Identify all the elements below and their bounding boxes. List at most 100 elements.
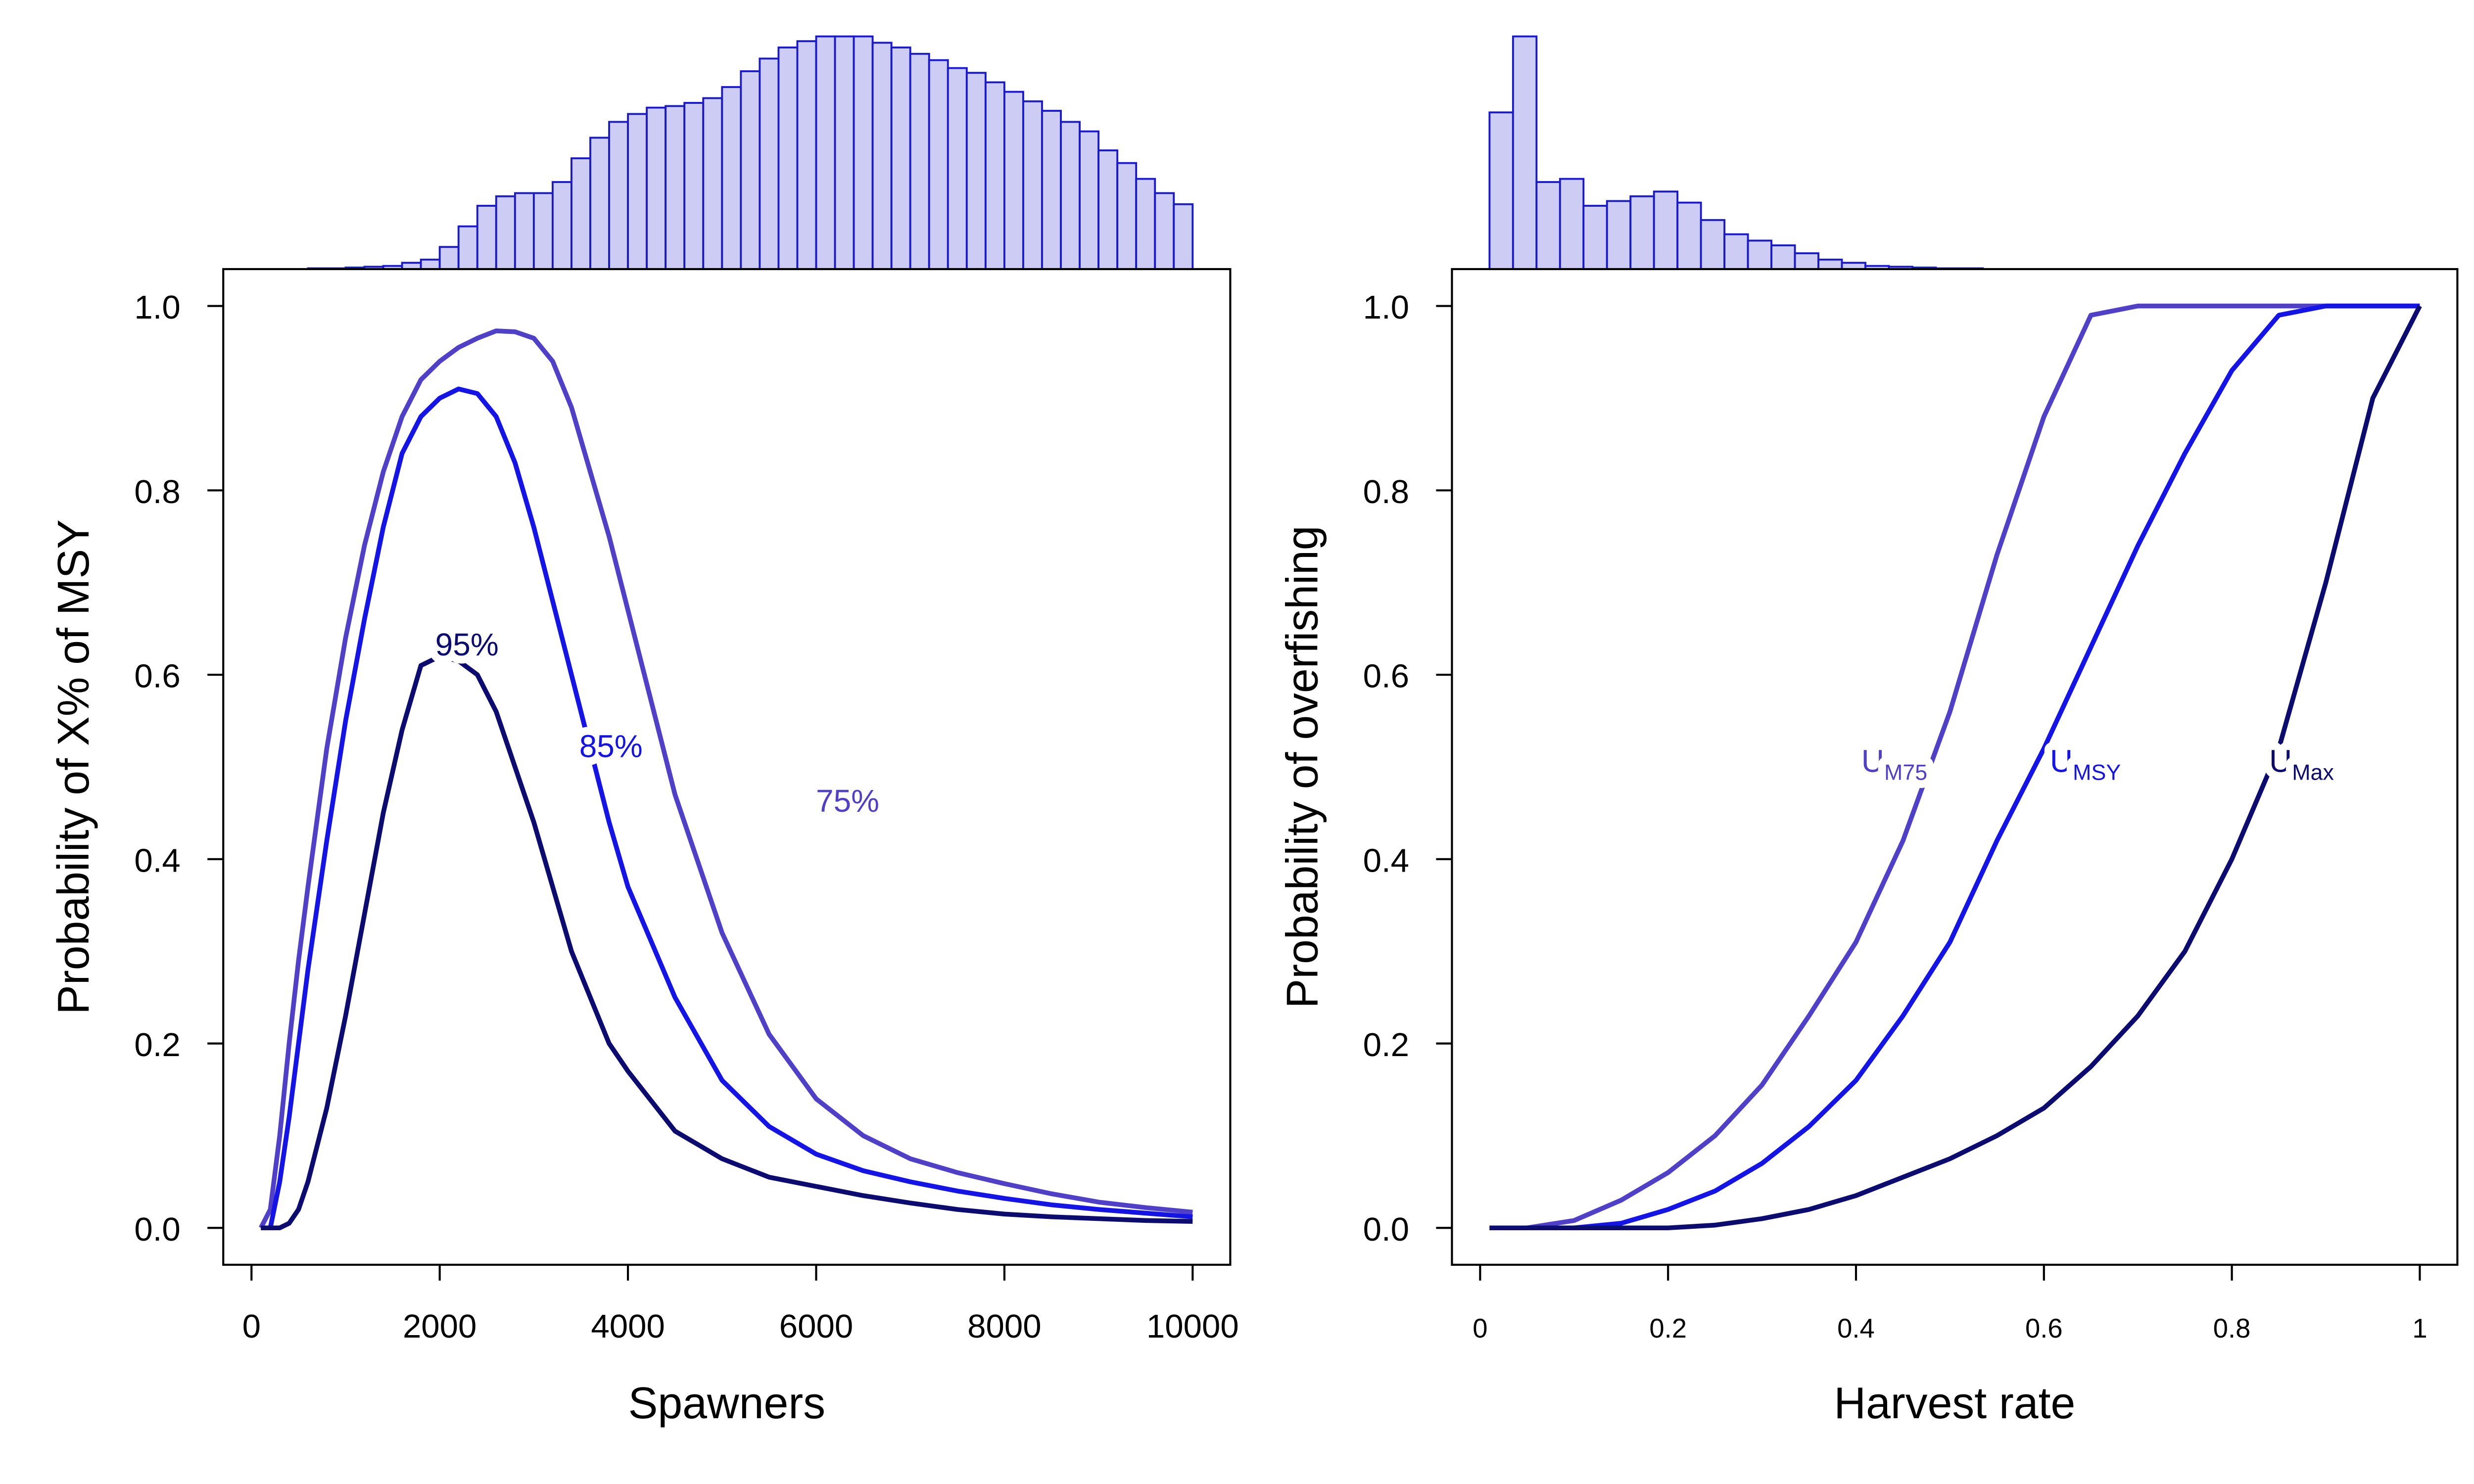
x-tick-label: 0 [242, 1308, 261, 1345]
histogram-bar [777, 46, 799, 270]
histogram-bar [984, 81, 1005, 270]
histogram-bar [1770, 244, 1796, 270]
histogram-bar [834, 35, 855, 270]
histogram-bar [965, 72, 987, 270]
series-line [261, 653, 1193, 1231]
y-tick-label: 1.0 [1363, 289, 1409, 326]
histogram-bar [627, 113, 648, 270]
histogram-bar [1582, 205, 1608, 270]
histogram-bar [1653, 190, 1679, 270]
series-label: 85% [579, 728, 643, 764]
histogram-bar [759, 57, 780, 270]
histogram-bar [1629, 195, 1655, 270]
y-tick-label: 0.2 [134, 1026, 180, 1064]
x-tick-label: 0 [1473, 1313, 1487, 1344]
histogram-bar [646, 106, 667, 270]
histogram-bar [1817, 258, 1843, 270]
x-tick-label: 0.8 [2213, 1313, 2251, 1344]
histogram-bar [1535, 181, 1561, 270]
histogram-bar [571, 157, 591, 270]
series-line [1489, 303, 2420, 1231]
x-axis-title: Harvest rate [1834, 1378, 2075, 1428]
histogram-bar [1559, 178, 1585, 270]
series-label: UMax [2269, 743, 2334, 785]
histogram-bar [1488, 111, 1514, 270]
y-tick-label: 0.4 [134, 842, 180, 879]
histogram-bar [796, 40, 817, 270]
x-tick-label: 8000 [967, 1308, 1041, 1345]
panel: 0 0.2 0.4 0.6 0.8 1 0.0 0.2 0.4 0.6 0.8 1.0 Harvest … [1277, 35, 2459, 1428]
series-line [259, 328, 1193, 1229]
histogram-bar [1041, 110, 1062, 270]
histogram-bar [740, 70, 761, 270]
plot-frame [222, 268, 1232, 1266]
histogram-bar [1097, 149, 1119, 270]
y-tick-label: 0.2 [1363, 1026, 1409, 1064]
x-tick-label: 0.6 [2025, 1313, 2063, 1344]
histogram-bar [514, 192, 535, 270]
histogram-bar [1512, 35, 1538, 270]
x-tick-label: 4000 [591, 1308, 665, 1345]
panel: 0 2000 4000 6000 8000 10000 0.0 0.2 0.4 0.6 0.8 1.0… [48, 35, 1239, 1428]
histogram-bar [457, 225, 478, 270]
histogram-bar [495, 195, 516, 270]
histogram-bar [909, 52, 930, 270]
y-tick-label: 0.6 [134, 658, 180, 695]
histogram-bar [1723, 233, 1749, 270]
series-line [1489, 305, 2422, 1231]
y-tick-label: 0.0 [134, 1211, 180, 1248]
series-label: UM75 [1861, 743, 1927, 785]
x-axis-title: Spawners [628, 1378, 825, 1428]
histogram-bar [1079, 130, 1100, 270]
series-line [1489, 303, 2420, 1231]
x-tick-label: 0.2 [1649, 1313, 1687, 1344]
histogram-bar [589, 137, 610, 270]
x-tick-label: 2000 [403, 1308, 476, 1345]
histogram-bar [815, 35, 836, 270]
histogram-bar [420, 258, 441, 270]
histogram-bar [1676, 201, 1702, 270]
series-label: 95% [435, 627, 499, 662]
plot-frame [1451, 268, 2459, 1266]
y-axis-title: Probability of X% of MSY [48, 519, 98, 1015]
x-tick-label: 0.4 [1837, 1313, 1875, 1344]
histogram-bar [928, 59, 949, 270]
histogram-bar [890, 46, 911, 270]
histogram-bar [1116, 162, 1138, 270]
series-label: 75% [816, 783, 879, 819]
x-tick-label: 6000 [779, 1308, 853, 1345]
histogram-bar [1135, 178, 1156, 270]
y-tick-label: 0.8 [134, 473, 180, 510]
series-line [261, 386, 1193, 1231]
histogram-bar [551, 181, 572, 270]
histogram-bar [665, 105, 686, 270]
histogram-bar [853, 35, 874, 270]
histogram-bar [702, 97, 723, 270]
y-tick-label: 0.8 [1363, 473, 1409, 510]
y-tick-label: 0.6 [1363, 658, 1409, 695]
histogram-bar [1747, 239, 1773, 270]
y-axis-title: Probability of overfishing [1277, 525, 1327, 1008]
y-tick-label: 0.0 [1363, 1211, 1409, 1248]
series-label: UMSY [2050, 743, 2121, 785]
histogram-bar [608, 121, 629, 270]
histogram-bar [1003, 91, 1024, 270]
y-tick-label: 1.0 [134, 289, 180, 326]
histogram-bar [476, 205, 497, 270]
histogram-bar [1154, 192, 1175, 270]
x-tick-label: 10000 [1146, 1308, 1239, 1345]
histogram-bar [532, 192, 554, 270]
y-tick-label: 0.4 [1363, 842, 1409, 879]
histogram-bar [1022, 100, 1043, 270]
histogram-bar [871, 42, 893, 270]
histogram-bar [1794, 252, 1819, 270]
histogram-bar [438, 246, 460, 270]
histogram-bar [1700, 219, 1726, 270]
histogram-bar [1173, 203, 1194, 270]
x-tick-label: 1 [2412, 1313, 2427, 1344]
histogram-bar [1060, 121, 1081, 270]
histogram-bar [1606, 200, 1632, 270]
histogram-bar [721, 86, 742, 270]
